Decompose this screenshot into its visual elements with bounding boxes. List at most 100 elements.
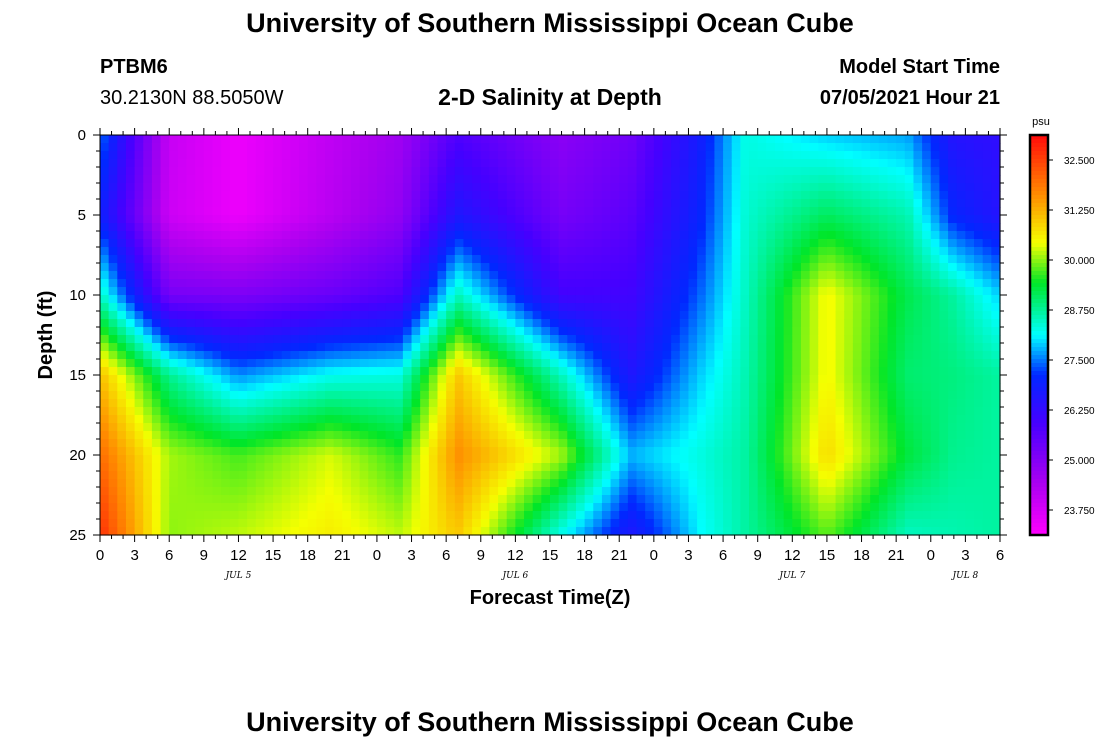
heatmap-cell (835, 287, 845, 296)
heatmap-cell (255, 511, 266, 520)
heatmap-cell (896, 143, 906, 152)
heatmap-cell (792, 447, 802, 456)
heatmap-cell (645, 239, 655, 248)
heatmap-cell (325, 367, 335, 376)
heatmap-cell (601, 431, 612, 440)
heatmap-cell (151, 335, 162, 344)
heatmap-cell (558, 511, 568, 520)
heatmap-cell (567, 143, 577, 152)
heatmap-cell (463, 439, 473, 448)
heatmap-cell (922, 431, 932, 440)
heatmap-cell (160, 343, 170, 352)
heatmap-cell (359, 183, 369, 192)
heatmap-cell (550, 263, 560, 272)
heatmap-cell (913, 207, 923, 216)
heatmap-cell (740, 151, 750, 160)
heatmap-cell (255, 167, 266, 176)
heatmap-cell (645, 359, 655, 368)
heatmap-cell (238, 503, 248, 512)
heatmap-cell (575, 343, 586, 352)
heatmap-cell (411, 319, 421, 328)
heatmap-cell (956, 255, 966, 264)
heatmap-cell (792, 503, 802, 512)
heatmap-cell (601, 503, 612, 512)
heatmap-cell (662, 391, 672, 400)
heatmap-cell (852, 455, 863, 464)
heatmap-cell (125, 319, 136, 328)
heatmap-cell (515, 351, 525, 360)
heatmap-cell (385, 503, 395, 512)
heatmap-cell (290, 255, 300, 264)
heatmap-cell (255, 175, 266, 184)
heatmap-cell (203, 431, 214, 440)
heatmap-cell (498, 423, 508, 432)
heatmap-cell (463, 191, 473, 200)
heatmap-cell (740, 255, 750, 264)
heatmap-cell (437, 463, 447, 472)
heatmap-cell (515, 303, 525, 312)
heatmap-cell (524, 271, 534, 280)
heatmap-cell (385, 239, 395, 248)
heatmap-cell (679, 359, 690, 368)
heatmap-cell (255, 351, 266, 360)
heatmap-cell (835, 303, 845, 312)
heatmap-cell (844, 455, 854, 464)
heatmap-cell (333, 375, 343, 384)
heatmap-cell (723, 335, 733, 344)
heatmap-cell (749, 471, 759, 480)
heatmap-cell (723, 271, 733, 280)
station-id: PTBM6 (100, 56, 168, 78)
heatmap-cell (100, 159, 110, 168)
heatmap-cell (411, 167, 421, 176)
heatmap-cell (359, 439, 369, 448)
heatmap-cell (887, 151, 897, 160)
heatmap-cell (775, 263, 785, 272)
heatmap-cell (852, 423, 863, 432)
heatmap-cell (645, 455, 655, 464)
heatmap-cell (653, 407, 664, 416)
heatmap-cell (800, 455, 811, 464)
heatmap-cell (775, 183, 785, 192)
heatmap-cell (939, 247, 949, 256)
heatmap-cell (636, 223, 646, 232)
heatmap-cell (948, 359, 958, 368)
heatmap-cell (653, 503, 664, 512)
heatmap-cell (402, 207, 413, 216)
heatmap-cell (861, 511, 871, 520)
heatmap-cell (402, 423, 413, 432)
heatmap-cell (498, 191, 508, 200)
heatmap-cell (878, 143, 889, 152)
heatmap-cell (575, 503, 586, 512)
heatmap-cell (809, 343, 819, 352)
heatmap-cell (524, 527, 534, 536)
heatmap-cell (896, 495, 906, 504)
heatmap-cell (134, 391, 144, 400)
heatmap-cell (368, 455, 378, 464)
heatmap-cell (575, 231, 586, 240)
heatmap-cell (342, 487, 352, 496)
heatmap-cell (601, 287, 612, 296)
heatmap-cell (515, 495, 525, 504)
heatmap-cell (342, 319, 352, 328)
heatmap-cell (385, 375, 395, 384)
heatmap-cell (316, 503, 326, 512)
heatmap-cell (636, 263, 646, 272)
heatmap-cell (394, 151, 404, 160)
heatmap-cell (437, 391, 447, 400)
heatmap-cell (948, 167, 958, 176)
heatmap-cell (835, 415, 845, 424)
heatmap-cell (567, 375, 577, 384)
heatmap-cell (541, 367, 551, 376)
heatmap-cell (800, 231, 811, 240)
heatmap-cell (757, 407, 767, 416)
heatmap-cell (575, 527, 586, 536)
heatmap-cell (108, 391, 118, 400)
heatmap-cell (835, 335, 845, 344)
heatmap-cell (177, 487, 188, 496)
heatmap-cell (134, 151, 144, 160)
heatmap-cell (740, 439, 750, 448)
heatmap-cell (515, 391, 525, 400)
heatmap-cell (645, 135, 655, 144)
heatmap-cell (757, 319, 767, 328)
heatmap-cell (904, 231, 915, 240)
